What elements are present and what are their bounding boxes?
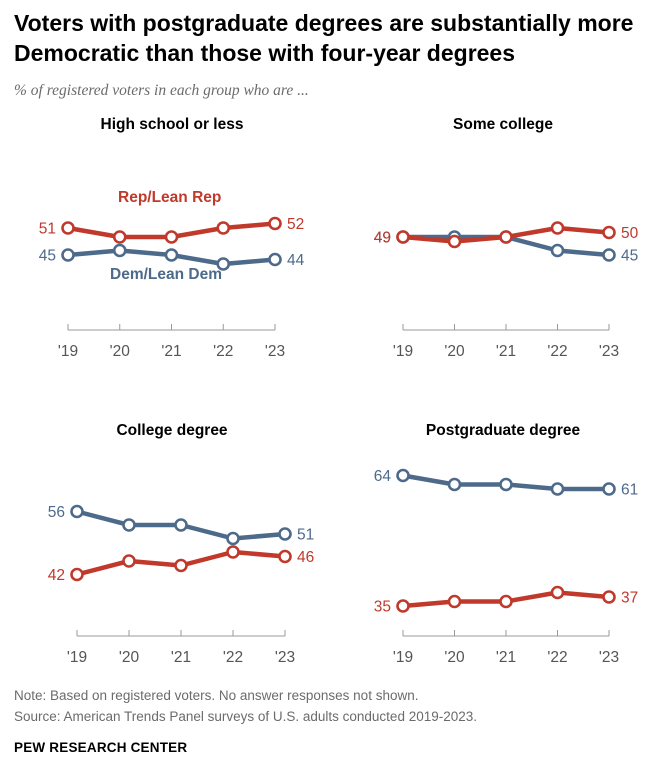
data-label-start-rep: 42 bbox=[48, 567, 65, 584]
data-point-dem bbox=[447, 477, 462, 492]
legend-label-dem: Dem/Lean Dem bbox=[110, 266, 222, 283]
data-label-end-dem: 44 bbox=[287, 252, 305, 269]
data-point-rep bbox=[499, 594, 513, 609]
data-point-dem bbox=[602, 248, 616, 262]
x-tick-label: '19 bbox=[393, 649, 413, 666]
data-point-dem bbox=[396, 468, 410, 483]
data-point-dem bbox=[122, 518, 136, 532]
x-tick-label: '20 bbox=[444, 343, 465, 360]
data-point-rep bbox=[122, 554, 136, 568]
data-point-dem bbox=[112, 243, 127, 258]
x-tick-label: '23 bbox=[265, 343, 285, 360]
data-point-rep bbox=[70, 567, 84, 582]
data-point-dem bbox=[174, 518, 188, 532]
data-point-dem bbox=[61, 248, 75, 262]
data-label-start-rep: 51 bbox=[39, 221, 56, 238]
data-label-end-dem: 61 bbox=[621, 482, 638, 499]
data-point-rep bbox=[164, 230, 179, 244]
data-point-rep bbox=[61, 221, 75, 235]
data-point-dem bbox=[70, 504, 84, 519]
data-point-rep bbox=[550, 585, 565, 600]
data-point-rep bbox=[602, 225, 616, 240]
data-point-rep bbox=[499, 230, 513, 244]
data-point-rep bbox=[447, 594, 462, 609]
data-point-rep bbox=[112, 230, 127, 244]
data-point-dem bbox=[499, 477, 513, 492]
data-point-dem bbox=[268, 252, 282, 267]
x-tick-label: '19 bbox=[67, 649, 87, 666]
data-point-dem bbox=[602, 482, 616, 496]
data-label-start-dem: 64 bbox=[374, 468, 392, 485]
x-tick-label: '20 bbox=[444, 649, 465, 666]
data-point-rep bbox=[447, 234, 462, 249]
x-tick-label: '23 bbox=[599, 649, 619, 666]
data-point-rep bbox=[396, 599, 410, 613]
data-label-end-dem: 45 bbox=[621, 248, 638, 265]
data-label-start-dem: 49 bbox=[374, 230, 391, 247]
x-tick-label: '22 bbox=[547, 343, 567, 360]
data-point-dem bbox=[216, 257, 231, 271]
x-tick-label: '22 bbox=[223, 649, 243, 666]
data-label-start-rep: 35 bbox=[374, 599, 391, 616]
data-label-end-rep: 46 bbox=[297, 549, 314, 566]
data-label-end-rep: 52 bbox=[287, 216, 304, 233]
data-label-end-rep: 50 bbox=[621, 225, 639, 242]
data-label-start-rep: 49 bbox=[374, 230, 391, 247]
data-point-rep bbox=[550, 221, 565, 235]
data-point-rep bbox=[602, 590, 616, 604]
data-point-rep bbox=[278, 549, 292, 564]
chart-subtitle: % of registered voters in each group who… bbox=[14, 82, 309, 99]
x-tick-label: '19 bbox=[393, 343, 413, 360]
x-tick-label: '20 bbox=[119, 649, 140, 666]
panel-title-postgraduate: Postgraduate degree bbox=[425, 422, 581, 439]
x-tick-label: '21 bbox=[171, 649, 191, 666]
data-point-rep bbox=[216, 221, 231, 235]
data-point-rep bbox=[226, 545, 240, 559]
x-tick-label: '22 bbox=[547, 649, 567, 666]
data-label-end-dem: 51 bbox=[297, 527, 314, 544]
panel-title-college-degree: College degree bbox=[116, 422, 228, 439]
x-tick-label: '22 bbox=[213, 343, 233, 360]
x-tick-label: '20 bbox=[110, 343, 131, 360]
data-point-dem bbox=[278, 527, 292, 541]
data-label-start-dem: 56 bbox=[48, 504, 65, 521]
data-point-dem bbox=[164, 248, 179, 262]
data-point-dem bbox=[550, 243, 565, 258]
chart-source: Source: American Trends Panel surveys of… bbox=[14, 709, 478, 724]
legend-label-rep: Rep/Lean Rep bbox=[118, 189, 222, 206]
x-tick-label: '21 bbox=[496, 343, 516, 360]
chart-note: Note: Based on registered voters. No ans… bbox=[14, 688, 419, 703]
x-tick-label: '23 bbox=[599, 343, 619, 360]
data-label-start-dem: 45 bbox=[39, 248, 56, 265]
data-point-rep bbox=[396, 230, 410, 244]
data-point-dem bbox=[226, 531, 240, 546]
data-point-rep bbox=[174, 558, 188, 573]
data-label-end-rep: 37 bbox=[621, 590, 638, 607]
x-tick-label: '23 bbox=[275, 649, 295, 666]
data-point-rep bbox=[268, 216, 282, 231]
panel-title-high-school: High school or less bbox=[100, 116, 244, 133]
data-point-dem bbox=[550, 482, 565, 496]
panel-title-some-college: Some college bbox=[453, 116, 553, 133]
x-tick-label: '19 bbox=[58, 343, 78, 360]
x-tick-label: '21 bbox=[496, 649, 516, 666]
brand-logo-text: PEW RESEARCH CENTER bbox=[14, 740, 188, 755]
x-tick-label: '21 bbox=[161, 343, 181, 360]
chart-title: Voters with postgraduate degrees are sub… bbox=[14, 10, 634, 66]
